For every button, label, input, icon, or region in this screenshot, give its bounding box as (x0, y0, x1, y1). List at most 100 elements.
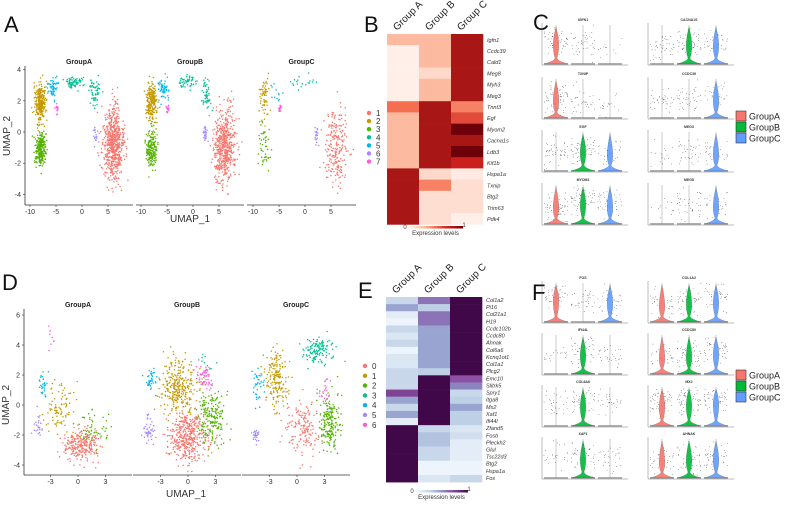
cell-dot (551, 43, 553, 44)
point-cluster-1 (61, 392, 64, 395)
zero-baseline (571, 63, 595, 65)
cell-dot (594, 150, 596, 152)
point-cluster-3 (261, 143, 264, 146)
point-cluster-2 (153, 92, 155, 94)
point-cluster-3 (260, 156, 263, 158)
point-cluster-3 (43, 152, 45, 154)
point-cluster-2 (261, 106, 263, 109)
point-cluster-1 (344, 176, 346, 178)
point-cluster-1 (343, 132, 346, 135)
point-cluster-1 (121, 131, 124, 134)
cell-dot (571, 112, 573, 114)
point-cluster-4 (195, 83, 197, 85)
cell-dot (604, 203, 606, 204)
point-cluster-2 (41, 74, 44, 76)
cell-dot (662, 88, 664, 90)
point-cluster-3 (36, 146, 39, 149)
point-cluster-1 (117, 158, 119, 160)
point-cluster-3 (156, 134, 158, 136)
facet-groupb: GroupB-10 -5 0 5 (136, 59, 244, 216)
cell-dot (689, 103, 690, 105)
row-label: Trim63 (487, 206, 505, 212)
heatmap-cell-myom2-0 (387, 123, 420, 136)
point-cluster-4 (93, 83, 95, 85)
point-cluster-1 (328, 144, 330, 146)
point-cluster-1 (219, 182, 221, 184)
cell-dot (548, 149, 550, 151)
point-cluster-0 (184, 415, 186, 417)
point-cluster-1 (113, 129, 116, 131)
violin-plot-igfn1: IGFN1 (541, 18, 628, 66)
point-cluster-2 (151, 113, 153, 116)
point-cluster-2 (37, 88, 40, 91)
violin-plot-cacna1s: CACNA1S (647, 18, 734, 66)
cell-dot (618, 109, 619, 111)
point-cluster-1 (224, 166, 227, 168)
cell-dot (548, 155, 550, 157)
cell-dot (590, 45, 592, 47)
point-cluster-1 (233, 171, 235, 173)
point-cluster-5 (53, 86, 55, 88)
point-cluster-1 (66, 413, 68, 415)
point-cluster-1 (338, 169, 340, 172)
point-cluster-1 (60, 384, 63, 387)
point-cluster-0 (196, 442, 199, 444)
point-cluster-1 (121, 138, 123, 141)
point-cluster-1 (213, 143, 215, 145)
point-cluster-1 (108, 138, 111, 140)
cell-dot (594, 193, 596, 194)
point-cluster-1 (119, 132, 122, 134)
point-cluster-3 (265, 145, 268, 147)
point-cluster-1 (230, 125, 232, 128)
cell-dot (698, 204, 699, 206)
point-cluster-0 (67, 443, 70, 445)
point-cluster-1 (225, 148, 227, 151)
cell-dot (660, 161, 662, 163)
point-cluster-2 (43, 107, 45, 110)
point-cluster-1 (119, 162, 121, 165)
point-cluster-2 (149, 116, 151, 118)
cell-dot (547, 204, 548, 206)
point-cluster-1 (339, 182, 342, 184)
point-cluster-4 (184, 86, 186, 88)
point-cluster-4 (292, 84, 295, 87)
cell-dot (694, 91, 696, 93)
point-cluster-2 (260, 88, 263, 90)
point-cluster-3 (151, 120, 153, 123)
cell-dot (552, 151, 554, 152)
cell-dot (584, 32, 586, 34)
point-cluster-0 (176, 453, 178, 455)
cell-dot (619, 199, 621, 201)
cell-dot (679, 30, 680, 32)
point-cluster-4 (43, 386, 45, 388)
point-cluster-1 (216, 126, 218, 128)
point-cluster-0 (69, 447, 71, 449)
cell-dot (709, 147, 711, 149)
cell-dot (650, 166, 652, 168)
cell-dot (558, 209, 560, 210)
point-cluster-1 (109, 143, 111, 146)
cell-dot (598, 145, 600, 147)
cell-dot (680, 36, 681, 38)
point-cluster-1 (230, 151, 233, 154)
point-cluster-0 (84, 449, 87, 451)
point-cluster-3 (145, 158, 147, 160)
heatmap-cell-ldb3-0 (387, 146, 420, 158)
point-cluster-1 (98, 132, 100, 135)
point-cluster-1 (226, 180, 229, 182)
point-cluster-1 (224, 141, 227, 143)
point-cluster-1 (115, 132, 117, 135)
point-cluster-4 (90, 79, 92, 82)
point-cluster-1 (118, 117, 120, 119)
point-cluster-3 (258, 137, 261, 140)
row-label: Myom2 (487, 127, 505, 133)
cell-dot (563, 95, 565, 97)
cell-dot (684, 151, 686, 152)
cell-dot (564, 40, 566, 42)
point-cluster-0 (197, 425, 200, 427)
point-cluster-0 (171, 428, 174, 431)
point-cluster-1 (221, 139, 224, 141)
cell-dot (707, 45, 708, 47)
point-cluster-1 (121, 144, 123, 147)
point-cluster-1 (224, 151, 226, 153)
